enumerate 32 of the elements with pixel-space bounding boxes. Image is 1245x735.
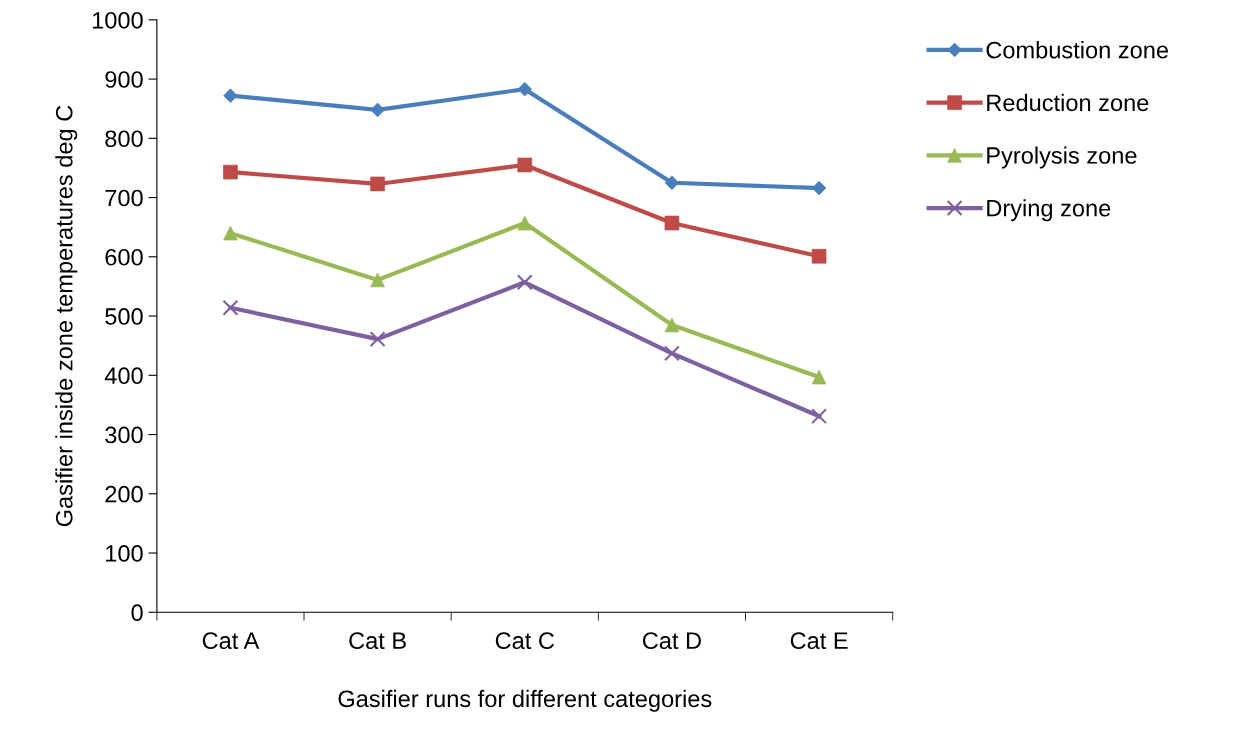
x-tick-label: Cat B [349,632,406,650]
y-tick-label: 0 [131,604,143,622]
legend-label: Drying zone [987,199,1111,222]
x-tick-label: Cat A [202,632,260,650]
point [663,345,680,362]
y-tick-label: 100 [106,545,143,562]
y-tick-label: 1000 [92,11,143,29]
x-tick-label: Cat E [790,632,848,650]
x-tick-label: Cat D [642,632,701,650]
x-tick-label: Cat C [495,632,555,650]
point [222,299,239,316]
point [517,157,533,173]
point [811,248,827,264]
point [369,331,386,348]
y-tick-label: 800 [105,130,143,148]
point [516,274,533,291]
point [811,408,828,425]
point [370,102,385,118]
x-axis-title: Gasifier runs for different categories [338,689,712,712]
legend-label: Pyrolysis zone [987,146,1137,169]
legend-label: Reduction zone [987,93,1149,112]
y-tick-label: 900 [105,71,143,88]
y-tick-label: 700 [105,189,143,207]
legend-label: Combustion zone [986,41,1168,59]
point [664,215,680,231]
y-tick-label: 200 [105,485,143,503]
point [370,176,385,192]
y-tick-label: 600 [105,248,143,266]
y-tick-label: 500 [105,308,143,325]
y-tick-label: 400 [104,367,143,385]
y-axis-title: Gasifier inside zone temperatures deg C [55,105,78,527]
y-tick-label: 300 [105,426,143,444]
